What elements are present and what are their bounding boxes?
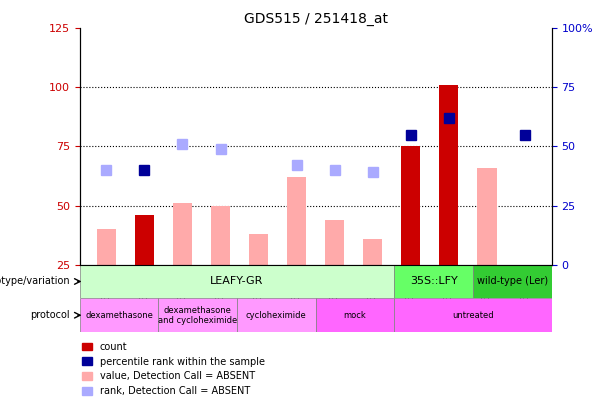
Text: cycloheximide: cycloheximide [246,311,306,320]
Bar [249,234,268,264]
FancyBboxPatch shape [473,264,552,298]
FancyBboxPatch shape [394,298,552,332]
Title: GDS515 / 251418_at: GDS515 / 251418_at [244,12,387,26]
Bar [364,239,383,264]
Bar [440,85,459,264]
Bar [97,229,116,264]
FancyBboxPatch shape [80,264,394,298]
Bar [402,147,421,264]
FancyBboxPatch shape [80,298,158,332]
Text: mock: mock [344,311,367,320]
Text: 35S::LFY: 35S::LFY [410,277,457,286]
Legend: count, percentile rank within the sample, value, Detection Call = ABSENT, rank, : count, percentile rank within the sample… [78,338,268,400]
Bar [135,215,154,264]
Text: genotype/variation: genotype/variation [0,277,70,286]
Bar [287,177,306,264]
Bar [211,205,230,264]
Text: protocol: protocol [31,310,70,320]
Text: LEAFY-GR: LEAFY-GR [210,277,264,286]
Text: untreated: untreated [452,311,494,320]
Text: wild-type (Ler): wild-type (Ler) [477,277,548,286]
Bar [478,168,497,264]
Bar [326,220,345,264]
FancyBboxPatch shape [237,298,316,332]
Text: dexamethasone: dexamethasone [85,311,153,320]
Text: dexamethasone
and cycloheximide: dexamethasone and cycloheximide [158,305,237,325]
FancyBboxPatch shape [316,298,394,332]
FancyBboxPatch shape [158,298,237,332]
Bar [173,203,192,264]
FancyBboxPatch shape [394,264,473,298]
